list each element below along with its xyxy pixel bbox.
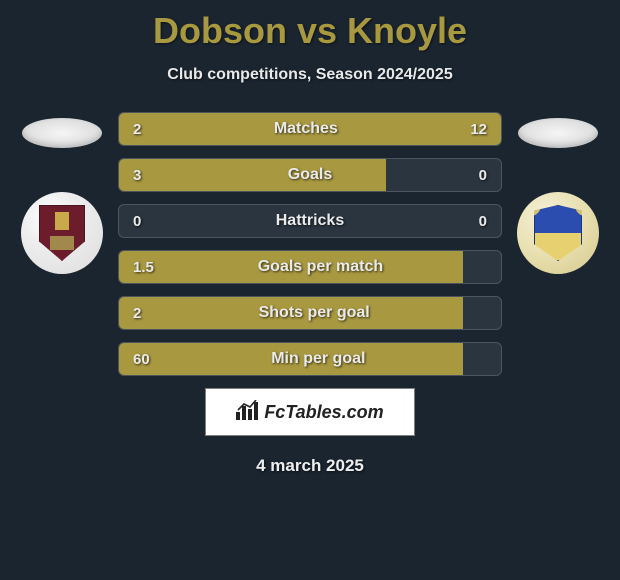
stat-label: Goals per match (154, 258, 487, 276)
stat-label: Goals (141, 166, 478, 184)
stat-label: Matches (141, 120, 470, 138)
stat-row: 1.5Goals per match (118, 250, 502, 284)
page-subtitle: Club competitions, Season 2024/2025 (0, 66, 620, 84)
stat-overlay: 2Shots per goal (119, 297, 501, 329)
club-crest-left (21, 192, 103, 274)
stat-row: 2Matches12 (118, 112, 502, 146)
brand-label: FcTables.com (236, 400, 383, 425)
player-silhouette-left (22, 118, 102, 148)
stat-right-value: 0 (479, 213, 487, 230)
stat-right-value: 12 (470, 121, 487, 138)
shield-icon (534, 205, 582, 261)
stat-row: 60Min per goal (118, 342, 502, 376)
stat-label: Min per goal (150, 350, 487, 368)
stat-overlay: 0Hattricks0 (119, 205, 501, 237)
stat-overlay: 3Goals0 (119, 159, 501, 191)
right-player-column (508, 112, 608, 476)
stat-left-value: 2 (133, 121, 141, 138)
stats-column: 2Matches123Goals00Hattricks01.5Goals per… (112, 112, 508, 476)
left-player-column (12, 112, 112, 476)
stat-left-value: 0 (133, 213, 141, 230)
stat-left-value: 60 (133, 351, 150, 368)
shield-icon (39, 205, 85, 261)
stat-row: 2Shots per goal (118, 296, 502, 330)
stat-overlay: 1.5Goals per match (119, 251, 501, 283)
brand-text: FcTables.com (264, 402, 383, 423)
brand-box[interactable]: FcTables.com (205, 388, 415, 436)
stat-left-value: 1.5 (133, 259, 154, 276)
page-title: Dobson vs Knoyle (0, 0, 620, 52)
stat-label: Hattricks (141, 212, 478, 230)
stat-overlay: 60Min per goal (119, 343, 501, 375)
stat-left-value: 3 (133, 167, 141, 184)
stat-row: 3Goals0 (118, 158, 502, 192)
stat-label: Shots per goal (141, 304, 487, 322)
stat-overlay: 2Matches12 (119, 113, 501, 145)
comparison-layout: 2Matches123Goals00Hattricks01.5Goals per… (0, 112, 620, 476)
club-crest-right (517, 192, 599, 274)
stat-right-value: 0 (479, 167, 487, 184)
stat-row: 0Hattricks0 (118, 204, 502, 238)
chart-icon (236, 400, 258, 425)
player-silhouette-right (518, 118, 598, 148)
stat-left-value: 2 (133, 305, 141, 322)
date-label: 4 march 2025 (118, 456, 502, 476)
